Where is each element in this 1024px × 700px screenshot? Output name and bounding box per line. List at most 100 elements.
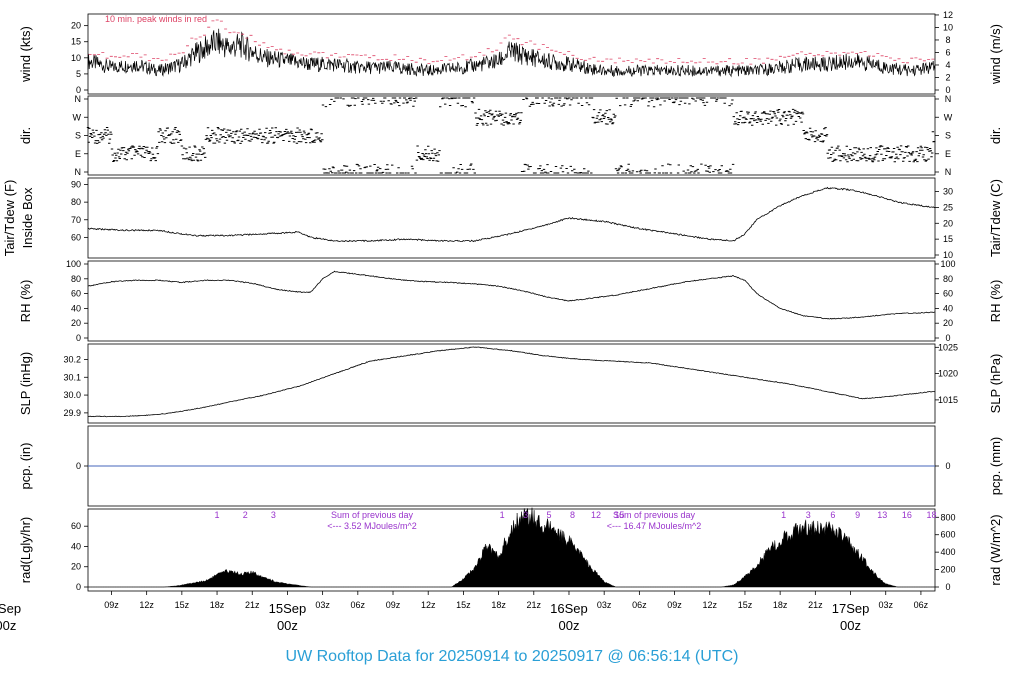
slp-frame [87,343,936,424]
rad-hour-mark-2: 3 [523,510,528,520]
dir-ylabel-right: dir. [988,127,1003,144]
wind-tick-label-left: 0 [76,85,81,95]
slp-panel: SLP (inHg) SLP (hPa) 29.9 30.0 30.1 30.2 1015 1… [18,342,1003,424]
hour-label: 06z [632,600,647,610]
hour-label: 12z [703,600,718,610]
rad-area [88,507,935,588]
hour-label: 12z [139,600,154,610]
rh-ylabel-right: RH (%) [988,280,1003,323]
wind-panel: wind (kts) wind (m/s) 0 5 10 15 20 0 2 4 6 8 10 12 10 … [18,10,1003,95]
rad-hour-mark-2: 5 [547,510,552,520]
rad-tick-label-left: 40 [71,541,81,551]
rad-hour-mark-3: 6 [830,510,835,520]
rh-tick-label-left: 80 [71,274,81,284]
dir-frame [87,95,936,176]
weather-chart: wind (kts) wind (m/s)0510152002468101210 … [0,10,1003,633]
wind-tick-label-right: 6 [945,47,950,57]
dir-tick-label-right: S [945,131,951,141]
wind-ylabel-left: wind (kts) [18,26,33,83]
wind-tick-label-right: 0 [945,85,950,95]
rh-tick-label-right: 0 [945,333,950,343]
rh-tick-label-left: 100 [66,259,81,269]
dir-tick-label-left: W [73,112,82,122]
rad-hour-mark-3: 1 [781,510,786,520]
temp-tick-label-right: 30 [943,187,953,197]
rad-sum-value-1: <--- 3.52 MJoules/m^2 [327,521,417,531]
hour-label: 09z [104,600,119,610]
rad-tick-label-right: 0 [945,582,950,592]
day-time-label: 00z [277,618,298,633]
temp-ylabel-right: Tair/Tdew (C) [988,179,1003,257]
rad-hour-mark-1: 1 [215,510,220,520]
hour-label: 15z [175,600,190,610]
slp-tick-label-right: 1020 [938,369,958,379]
rad-tick-label-right: 600 [940,530,955,540]
rad-ylabel-right: rad (W/m^2) [988,514,1003,585]
rad-hour-mark-1: 3 [271,510,276,520]
rad-tick-label-left: 20 [71,562,81,572]
hour-label: 03z [597,600,612,610]
temp-ylabel-left: Tair/Tdew (F) [2,180,17,257]
rh-panel: RH (%) RH (%) 0 20 40 60 80 100 0 20 40 60 80 100 [18,259,1003,343]
wind-tick-label-left: 20 [71,21,81,31]
wind-tick-label-left: 15 [71,37,81,47]
dir-points [86,97,936,174]
pcp-tick-label-right: 0 [945,461,950,471]
rad-frame [87,508,936,592]
slp-ylabel-right: SLP (hPa) [988,354,1003,414]
slp-tick-label-right: 1015 [938,395,958,405]
rad-hour-mark-3: 16 [902,510,912,520]
wind-tick-label-right: 12 [943,10,953,20]
temp-line [87,186,936,243]
temp-tick-label-left: 90 [71,180,81,190]
wind-tick-label-left: 5 [76,69,81,79]
rad-hour-mark-3: 18 [926,510,936,520]
dir-tick-label-left: N [75,94,82,104]
day-label: 17Sep [832,601,870,616]
wind-tick-label-right: 2 [945,72,950,82]
rad-hour-mark-2: 1 [500,510,505,520]
temp-tick-label-left: 60 [71,232,81,242]
wind-tick-label-right: 10 [943,22,953,32]
wind-tick-label-left: 10 [71,53,81,63]
pcp-ylabel-right: pcp. (mm) [988,437,1003,496]
rad-sum-label-2: Sum of previous day [613,510,696,520]
dir-tick-label-right: N [945,167,952,177]
dir-tick-label-left: S [75,131,81,141]
pcp-tick-label-left: 0 [76,461,81,471]
wind-ylabel-right: wind (m/s) [988,24,1003,85]
rad-hour-mark-3: 13 [877,510,887,520]
rh-line [87,270,935,320]
temp-tick-label-left: 70 [71,215,81,225]
rh-ylabel-left: RH (%) [18,280,33,323]
slp-line [88,346,936,418]
slp-tick-label-left: 30.1 [63,372,81,382]
rh-tick-label-left: 0 [76,333,81,343]
hour-label: 21z [527,600,542,610]
rad-sum-value-2: <--- 16.47 MJoules/m^2 [607,521,702,531]
dir-tick-label-right: W [944,112,953,122]
rh-tick-label-right: 40 [943,303,953,313]
temp-tick-label-right: 15 [943,234,953,244]
hour-label: 12z [421,600,436,610]
hour-label: 06z [351,600,366,610]
day-label: 4Sep [0,601,21,616]
hour-label: 21z [245,600,260,610]
rh-tick-label-left: 40 [71,303,81,313]
rad-hour-mark-1: 2 [243,510,248,520]
hour-label: 18z [210,600,225,610]
hour-label: 21z [808,600,823,610]
rh-tick-label-right: 100 [940,259,955,269]
slp-tick-label-left: 29.9 [63,408,81,418]
day-time-label: 00z [558,618,579,633]
rh-tick-label-right: 60 [943,289,953,299]
slp-tick-label-right: 1025 [938,342,958,352]
rad-hour-mark-3: 3 [806,510,811,520]
day-label: 16Sep [550,601,588,616]
rad-ylabel-left: rad(Lgly/hr) [18,517,33,583]
day-label: 15Sep [269,601,307,616]
day-time-label: 00z [840,618,861,633]
rad-tick-label-right: 800 [940,512,955,522]
rh-tick-label-left: 20 [71,318,81,328]
rad-tick-label-right: 200 [940,565,955,575]
